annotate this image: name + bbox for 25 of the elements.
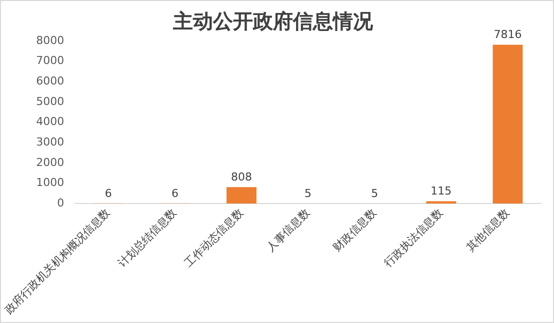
y-tick-label: 1000 (36, 176, 64, 190)
data-label: 5 (304, 186, 312, 200)
data-label: 7816 (494, 28, 522, 42)
bar (226, 187, 256, 204)
x-tick-label: 计划总结信息数 (115, 206, 180, 270)
x-tick-label: 财政信息数 (330, 206, 379, 254)
x-tick-label: 工作动态信息数 (182, 206, 246, 270)
x-tick-label: 人事信息数 (264, 206, 312, 254)
chart-title: 主动公开政府信息情况 (172, 9, 374, 34)
data-label: 6 (171, 186, 178, 200)
data-label: 5 (371, 186, 378, 200)
bar (492, 44, 523, 204)
y-tick-label: 2000 (36, 156, 64, 169)
y-tick-label: 4000 (36, 115, 64, 128)
y-tick-label: 7000 (36, 54, 64, 68)
y-tick-label: 3000 (36, 135, 64, 148)
data-label: 115 (430, 184, 452, 198)
data-label: 808 (231, 170, 252, 184)
y-tick-label: 5000 (36, 94, 64, 108)
bar (426, 201, 456, 204)
y-tick-label: 8000 (36, 34, 64, 47)
x-tick-label: 行政执法信息数 (382, 206, 446, 270)
x-tick-label: 其他信息数 (464, 206, 512, 254)
y-tick-label: 6000 (36, 74, 64, 88)
data-label: 6 (104, 186, 112, 200)
